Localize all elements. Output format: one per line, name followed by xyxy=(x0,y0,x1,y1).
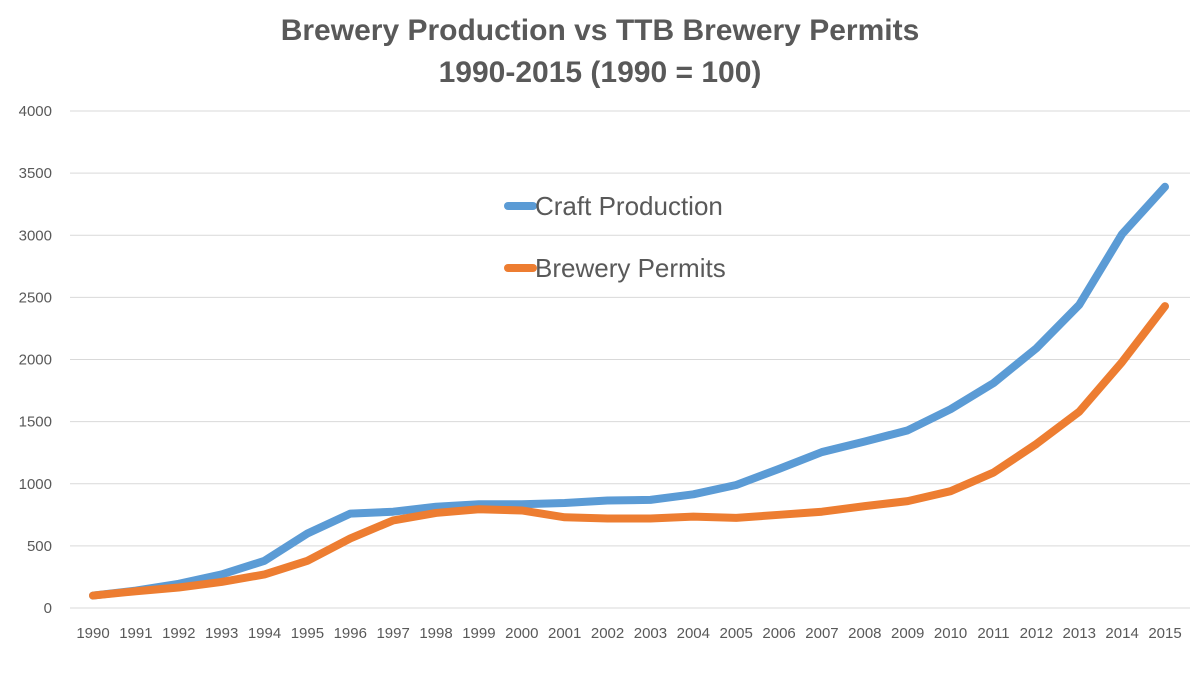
x-tick-label: 1998 xyxy=(419,625,452,642)
y-tick-label: 3000 xyxy=(19,227,52,244)
chart-title: Brewery Production vs TTB Brewery Permit… xyxy=(280,14,920,47)
x-tick-label: 2015 xyxy=(1148,625,1181,642)
y-tick-label: 0 xyxy=(44,600,52,617)
chart-subtitle: 1990-2015 (1990 = 100) xyxy=(438,56,762,89)
x-tick-label: 2003 xyxy=(634,625,667,642)
x-tick-label: 2011 xyxy=(977,625,1009,642)
x-tick-label: 2000 xyxy=(505,625,538,642)
x-tick-label: 1996 xyxy=(334,625,367,642)
y-tick-label: 3500 xyxy=(19,165,52,182)
y-tick-label: 2000 xyxy=(19,352,52,369)
x-tick-label: 1993 xyxy=(205,625,238,642)
legend-label-craft-production: Craft Production xyxy=(535,191,723,221)
series-line-craft-production xyxy=(89,182,1169,600)
x-tick-label: 2013 xyxy=(1063,625,1096,642)
x-tick-label: 1994 xyxy=(248,625,281,642)
x-tick-label: 2006 xyxy=(762,625,795,642)
x-tick-label: 2012 xyxy=(1020,625,1053,642)
x-tick-label: 1999 xyxy=(462,625,495,642)
y-tick-label: 4000 xyxy=(19,103,52,120)
x-tick-label: 2001 xyxy=(548,625,581,642)
y-tick-label: 1000 xyxy=(19,476,52,493)
x-tick-label: 2010 xyxy=(934,625,967,642)
x-tick-label: 2007 xyxy=(805,625,838,642)
x-tick-label: 2005 xyxy=(720,625,753,642)
x-tick-label: 1997 xyxy=(376,625,409,642)
x-tick-label: 1992 xyxy=(162,625,195,642)
y-tick-label: 1500 xyxy=(19,414,52,431)
x-tick-label: 2014 xyxy=(1105,625,1138,642)
x-tick-label: 2009 xyxy=(891,625,924,642)
x-tick-label: 1990 xyxy=(76,625,109,642)
x-tick-label: 1995 xyxy=(291,625,324,642)
y-tick-label: 500 xyxy=(27,538,52,555)
y-tick-label: 2500 xyxy=(19,289,52,306)
x-tick-label: 1991 xyxy=(119,625,152,642)
x-tick-label: 2002 xyxy=(591,625,624,642)
legend-label-brewery-permits: Brewery Permits xyxy=(535,253,726,283)
series-line-brewery-permits xyxy=(89,302,1169,600)
x-tick-label: 2008 xyxy=(848,625,881,642)
x-tick-label: 2004 xyxy=(677,625,710,642)
